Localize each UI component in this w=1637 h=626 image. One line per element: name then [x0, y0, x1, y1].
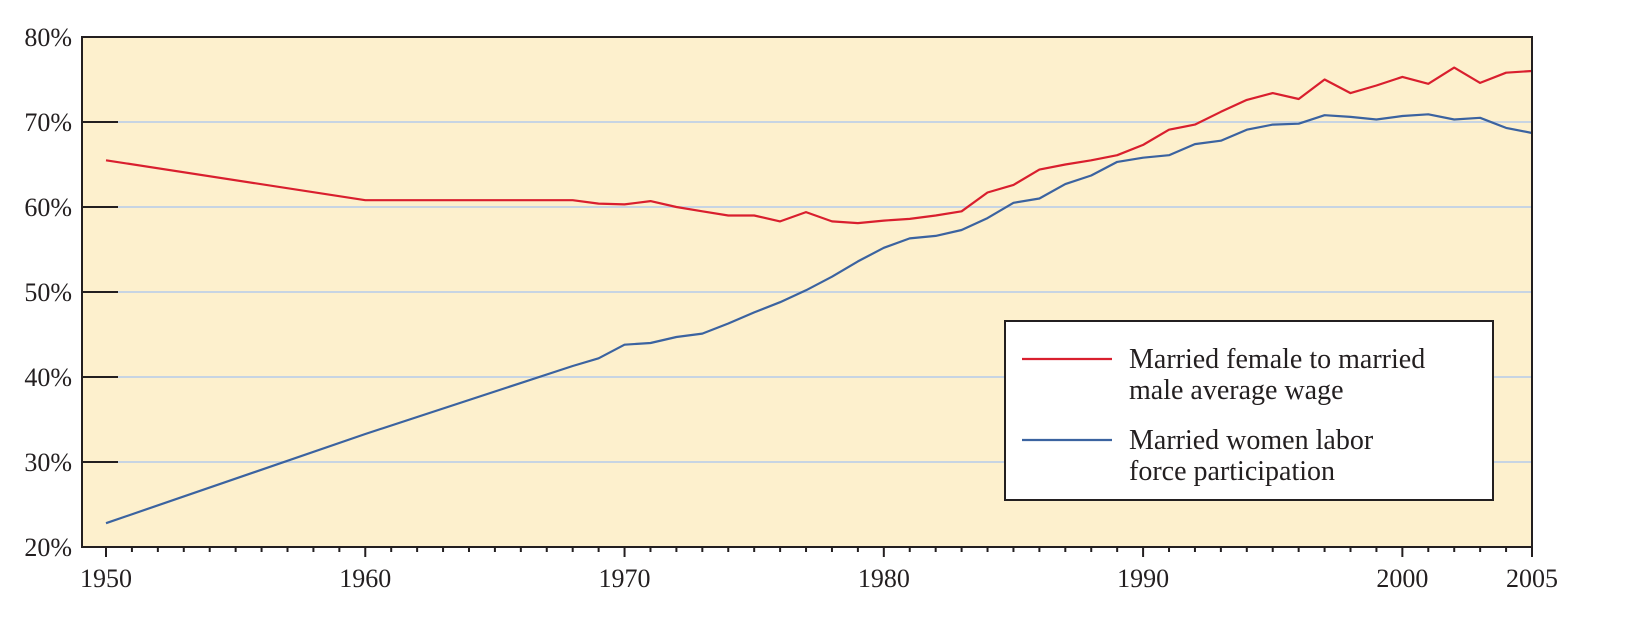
legend-box — [1004, 320, 1494, 501]
x-axis-tick-labels: 1950 1960 1970 1980 1990 2000 2005 — [80, 564, 1558, 593]
y-tick-label: 30% — [24, 448, 72, 477]
y-tick-label: 70% — [24, 108, 72, 137]
legend-label: male average wage — [1129, 375, 1344, 406]
y-tick-label: 80% — [24, 23, 72, 52]
series-lines — [105, 66, 1533, 525]
x-tick-label: 1970 — [599, 564, 651, 593]
x-tick-label: 1950 — [80, 564, 132, 593]
x-tick-label: 2005 — [1506, 564, 1558, 593]
y-tick-label: 50% — [24, 278, 72, 307]
x-tick-label: 1960 — [339, 564, 391, 593]
legend-label: Married women labor — [1129, 425, 1374, 456]
series-line-1 — [105, 66, 1533, 225]
x-tick-label: 2000 — [1376, 564, 1428, 593]
y-tick-label: 20% — [24, 533, 72, 562]
legend-label: force participation — [1129, 456, 1335, 487]
series-line-2 — [105, 113, 1533, 525]
legend-label: Married female to married — [1129, 344, 1425, 375]
x-tick-label: 1980 — [858, 564, 910, 593]
y-tick-label: 60% — [24, 193, 72, 222]
y-axis-tick-labels: 20% 30% 40% 50% 60% 70% 80% — [24, 23, 72, 562]
axis-ticks — [82, 36, 1533, 557]
y-tick-label: 40% — [24, 363, 72, 392]
x-tick-label: 1990 — [1117, 564, 1169, 593]
